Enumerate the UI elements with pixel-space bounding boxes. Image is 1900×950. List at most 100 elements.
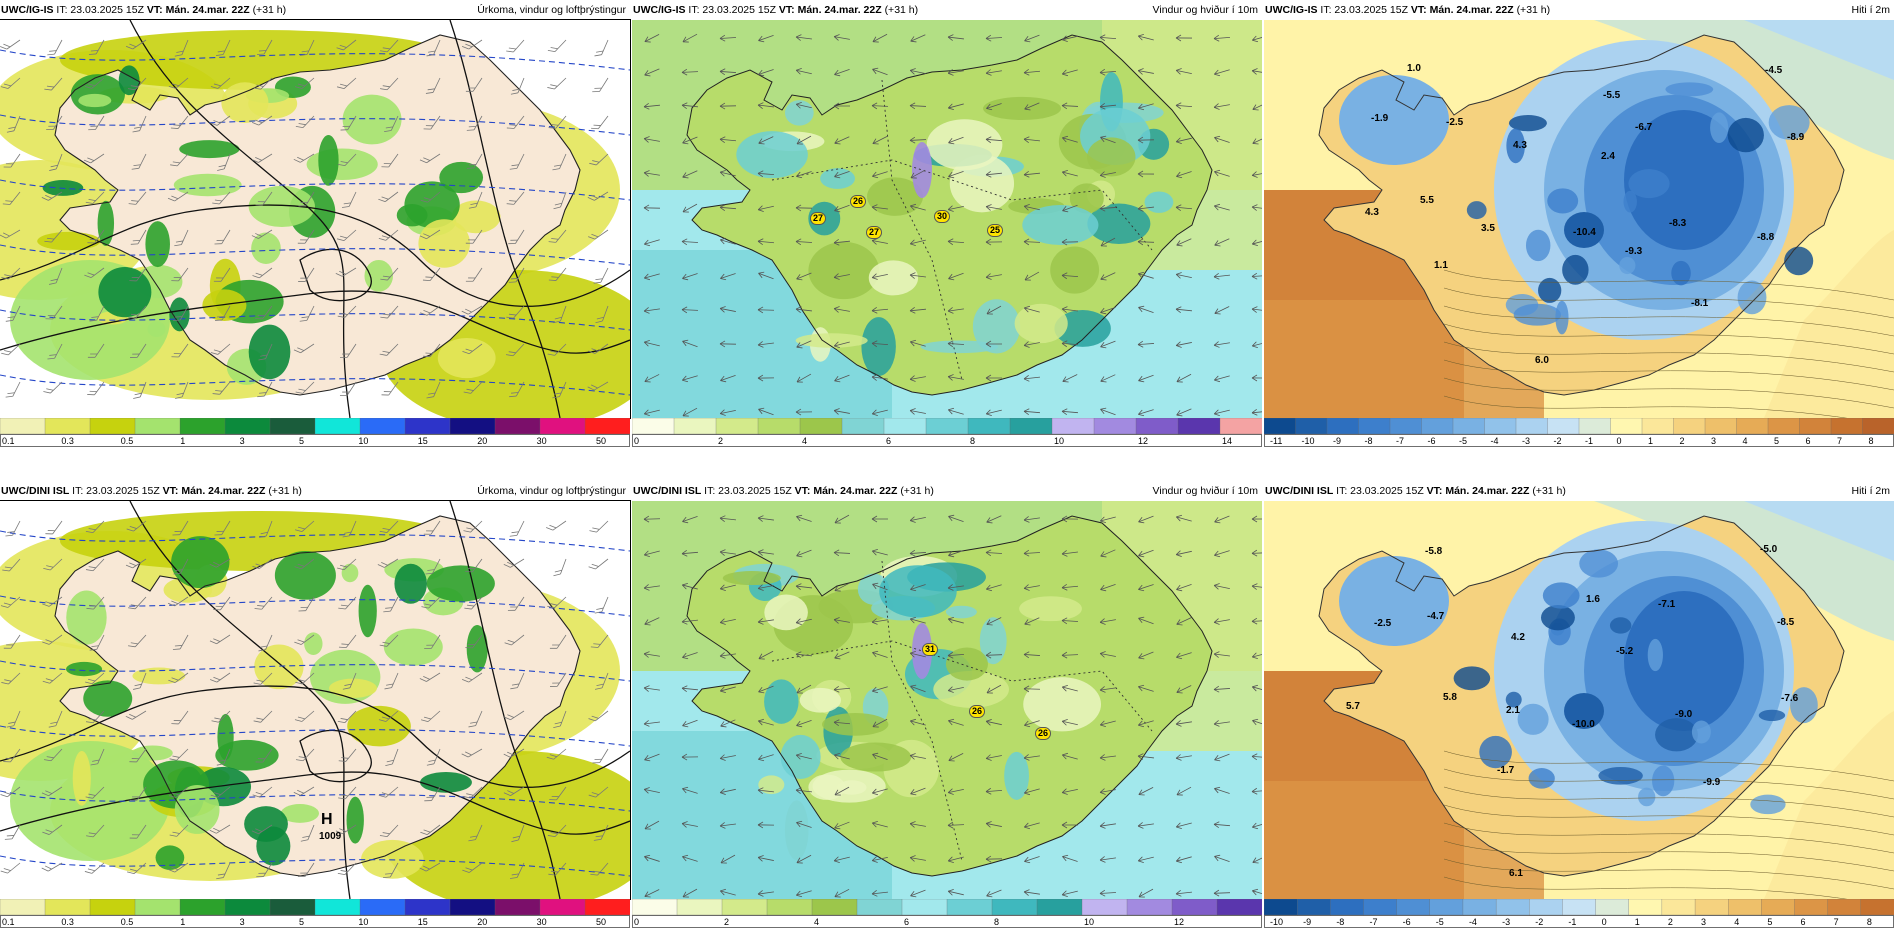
color-scale-svg: 02468101214161820222426 <box>632 418 1262 447</box>
valid-label: VT: <box>794 485 811 497</box>
scale-tick-label: 8 <box>1869 436 1874 446</box>
scale-tick-label: 5 <box>299 436 304 446</box>
scale-tick-label: 3 <box>240 917 245 927</box>
scale-tick-label: 1 <box>1648 436 1653 446</box>
temperature-label: -9.3 <box>1625 246 1643 257</box>
temperature-label: -5.2 <box>1616 646 1634 657</box>
precip-panel-dini: UWC/DINI ISL IT: 23.03.2025 15Z VT: Mán.… <box>0 481 631 936</box>
scale-tick-label: -10 <box>1302 436 1315 446</box>
scale-tick-label: -5 <box>1436 917 1444 927</box>
scale-tick-label: 15 <box>418 436 428 446</box>
map-area[interactable]: 1.0 -4.5 -5.5 -1.9 -2.5 -6.7 -8.9 4.3 2.4 4.3 5.5 3… <box>1264 20 1894 418</box>
scale-tick-label: 7 <box>1834 917 1839 927</box>
valid-time: Mán. 24.mar. 22Z <box>813 485 898 497</box>
map-svg <box>1264 501 1894 899</box>
scale-tick-label: 10 <box>358 436 368 446</box>
panel-header: UWC/DINI ISL IT: 23.03.2025 15Z VT: Mán.… <box>0 481 630 501</box>
scale-tick-label: -6 <box>1403 917 1411 927</box>
panel-title: Hiti í 2m <box>1851 485 1890 497</box>
scale-tick-label: 0.5 <box>121 436 134 446</box>
color-scale: -11 -10 -9 -8 -7 -6 -5 -4 -3 -2 -1 0 1 2 3 4 5 6 7 8 <box>1264 418 1894 452</box>
scale-tick-label: 2 <box>1668 917 1673 927</box>
color-scale: 0.1 0.3 0.5 1 3 5 10 15 20 30 50 <box>0 418 630 452</box>
scale-tick-label: 10 <box>358 917 368 927</box>
panel-title: Vindur og hviður í 10m <box>1152 485 1258 497</box>
temperature-label: -5.0 <box>1760 544 1778 555</box>
temperature-label: -4.7 <box>1427 611 1445 622</box>
valid-time: Mán. 24.mar. 22Z <box>165 4 250 16</box>
scale-tick-label: 15 <box>418 917 428 927</box>
precip-panel-ig-is: UWC/IG-IS IT: 23.03.2025 15Z VT: Mán. 24… <box>0 0 631 455</box>
temp-panel-dini: UWC/DINI ISL IT: 23.03.2025 15Z VT: Mán.… <box>1264 481 1894 936</box>
gust-label: 26 <box>969 705 986 718</box>
valid-label: VT: <box>162 485 179 497</box>
model-name: UWC/IG-IS <box>1 4 54 16</box>
valid-time: Mán. 24.mar. 22Z <box>1445 485 1530 497</box>
map-area[interactable]: 27 26 27 30 25 <box>632 20 1262 418</box>
scale-tick-label: -4 <box>1491 436 1499 446</box>
scale-tick-label: 7 <box>1837 436 1842 446</box>
pressure-center-label: H <box>321 811 333 828</box>
color-scale: 0.1 0.3 0.5 1 3 5 10 15 20 30 50 <box>0 899 630 933</box>
scale-tick-label: 6 <box>1806 436 1811 446</box>
color-scale-svg: 024681012141618202224 <box>632 899 1262 928</box>
valid-time: Mán. 24.mar. 22Z <box>181 485 266 497</box>
temperature-label: -6.7 <box>1635 122 1653 133</box>
scale-tick-label: 1 <box>1635 917 1640 927</box>
scale-tick-label: 6 <box>904 917 909 927</box>
scale-tick-label: 1 <box>180 917 185 927</box>
model-name: UWC/DINI ISL <box>633 485 702 497</box>
temperature-label: 4.3 <box>1513 140 1527 151</box>
temperature-label: -2.5 <box>1446 117 1464 128</box>
lead-time: (+31 h) <box>1516 4 1551 16</box>
model-name: UWC/DINI ISL <box>1265 485 1334 497</box>
map-area[interactable]: 31 26 26 <box>632 501 1262 899</box>
temperature-label: -5.8 <box>1425 546 1443 557</box>
lead-time: (+31 h) <box>900 485 934 497</box>
valid-label: VT: <box>1410 4 1427 16</box>
color-scale-svg: -10 -9 -8 -7 -6 -5 -4 -3 -2 -1 0 1 2 3 4 5 6 7 8 <box>1264 899 1894 928</box>
scale-tick-label: 12 <box>1138 436 1148 446</box>
scale-tick-label: -11 <box>1270 436 1282 446</box>
panel-header: UWC/IG-IS IT: 23.03.2025 15Z VT: Mán. 24… <box>0 0 630 20</box>
init-time: IT: 23.03.2025 15Z <box>1336 485 1424 497</box>
init-time: IT: 23.03.2025 15Z <box>1320 4 1408 16</box>
map-area[interactable]: H 1009 <box>0 500 631 900</box>
init-time: IT: 23.03.2025 15Z <box>56 4 144 16</box>
temperature-label: 2.4 <box>1601 151 1615 162</box>
gust-label: 27 <box>810 212 827 225</box>
temperature-label: 3.5 <box>1481 223 1495 234</box>
temperature-label: 1.0 <box>1407 63 1421 74</box>
scale-tick-label: 8 <box>1867 917 1872 927</box>
panel-title: Úrkoma, vindur og loftþrýstingur <box>477 485 626 497</box>
map-area[interactable]: -5.8 -5.0 -2.5 -4.7 1.6 -7.1 -8.5 4.2 -5.2 5.7 5.8… <box>1264 501 1894 899</box>
scale-tick-label: 3 <box>1701 917 1706 927</box>
panel-title: Vindur og hviður í 10m <box>1152 4 1258 16</box>
scale-tick-label: 4 <box>814 917 819 927</box>
color-scale-svg: 0.1 0.3 0.5 1 3 5 10 15 20 30 50 <box>0 899 630 928</box>
temperature-label: -8.1 <box>1691 298 1709 309</box>
gust-label: 27 <box>866 226 883 239</box>
scale-tick-label: -2 <box>1554 436 1562 446</box>
temperature-label: 1.1 <box>1434 260 1448 271</box>
lead-time: (+31 h) <box>884 4 919 16</box>
scale-tick-label: 20 <box>477 436 487 446</box>
scale-tick-label: 0.3 <box>61 436 74 446</box>
scale-tick-label: 3 <box>1711 436 1716 446</box>
lead-time: (+31 h) <box>1532 485 1566 497</box>
scale-tick-label: 0 <box>1617 436 1622 446</box>
scale-tick-label: 0.1 <box>2 917 15 927</box>
scale-tick-label: -1 <box>1568 917 1576 927</box>
wind-panel-ig-is: UWC/IG-IS IT: 23.03.2025 15Z VT: Mán. 24… <box>632 0 1262 455</box>
temperature-label: 1.6 <box>1586 594 1600 605</box>
temperature-label: -4.5 <box>1765 65 1783 76</box>
temperature-label: 4.2 <box>1511 632 1525 643</box>
temperature-label: 5.5 <box>1420 195 1434 206</box>
scale-tick-label: 30 <box>537 436 547 446</box>
color-scale: -10 -9 -8 -7 -6 -5 -4 -3 -2 -1 0 1 2 3 4 5 6 7 8 <box>1264 899 1894 933</box>
model-name: UWC/DINI ISL <box>1 485 70 497</box>
map-area[interactable] <box>0 19 631 419</box>
model-name: UWC/IG-IS <box>633 4 686 16</box>
init-time: IT: 23.03.2025 15Z <box>688 4 776 16</box>
scale-tick-label: 2 <box>718 436 723 446</box>
